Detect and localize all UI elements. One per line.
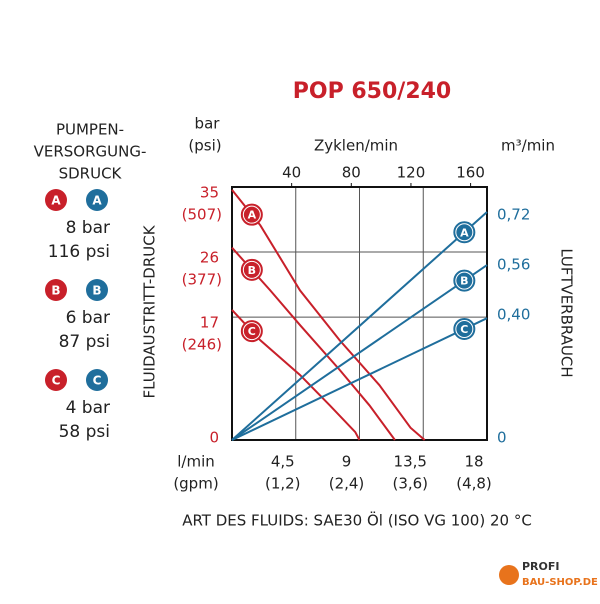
- series-line: [231, 211, 488, 441]
- series-name: A: [248, 209, 257, 222]
- series-badge: A: [453, 221, 476, 244]
- y2-title: LUFTVERBRAUCH: [558, 248, 576, 377]
- x-tick-gpm-label: (2,4): [329, 475, 365, 493]
- series-name: C: [248, 325, 256, 338]
- legend-name: B: [51, 284, 60, 298]
- footer: ART DES FLUIDS: SAE30 Öl (ISO VG 100) 20…: [182, 511, 532, 530]
- x-tick-label: 4,5: [271, 453, 295, 471]
- legend-name: A: [92, 194, 102, 208]
- legend-bar: 8 bar: [66, 218, 110, 238]
- series-name: A: [460, 226, 469, 239]
- x2-tick-label: 80: [342, 164, 361, 182]
- legend-psi: 87 psi: [59, 332, 110, 352]
- x-tick-label: 18: [464, 453, 483, 471]
- series-name: C: [460, 323, 468, 336]
- x-tick-gpm-label: (1,2): [265, 475, 301, 493]
- legend-bar: 6 bar: [66, 308, 110, 328]
- legend-psi: 116 psi: [48, 242, 110, 262]
- watermark: PROFI BAU-SHOP.DE: [499, 560, 598, 588]
- y2-tick-label: 0: [497, 429, 507, 447]
- y-tick-psi-label: (377): [182, 271, 222, 289]
- legend-badge: [86, 279, 108, 301]
- x-tick-label: 9: [342, 453, 352, 471]
- y2-tick-label: 0,56: [497, 256, 530, 274]
- y-unit-psi: (psi): [188, 137, 221, 155]
- legend-badge: [86, 369, 108, 391]
- series-line: [231, 264, 488, 441]
- x2-tick-label: 120: [397, 164, 426, 182]
- legend-name: C: [52, 374, 61, 388]
- series-badge: C: [240, 320, 263, 343]
- legend-name: C: [93, 374, 102, 388]
- x2-label: Zyklen/min: [314, 137, 398, 155]
- chart-title: POP 650/240: [293, 79, 452, 104]
- x-unit-gpm: (gpm): [173, 475, 218, 493]
- series-name: B: [248, 264, 256, 277]
- y-unit: bar: [195, 115, 221, 133]
- badge-fill: [456, 321, 473, 338]
- legend-title: SDRUCK: [59, 165, 123, 183]
- watermark-icon: [499, 565, 519, 585]
- x-unit: l/min: [177, 453, 215, 471]
- x2-tick-label: 160: [456, 164, 485, 182]
- series-line: [231, 247, 396, 441]
- badge-fill: [456, 224, 473, 241]
- legend-title: VERSORGUNG-: [34, 143, 147, 161]
- watermark-line2: BAU-SHOP.DE: [522, 577, 598, 588]
- badge-fill: [243, 261, 260, 278]
- series-name: B: [460, 275, 468, 288]
- y-tick-label: 26: [200, 249, 219, 267]
- y-tick-psi-label: (246): [182, 336, 222, 354]
- badge-fill: [243, 206, 260, 223]
- badge-fill: [243, 323, 260, 340]
- y-title: FLUIDAUSTRITT-DRUCK: [141, 224, 159, 398]
- legend-badge: [45, 369, 67, 391]
- series-badge: C: [453, 318, 476, 341]
- legend-title: PUMPEN-: [56, 121, 124, 139]
- legend-badge: [45, 279, 67, 301]
- legend-name: B: [92, 284, 101, 298]
- badge-fill: [456, 272, 473, 289]
- legend-badge: [45, 189, 67, 211]
- y-tick-label: 35: [200, 184, 219, 202]
- legend-psi: 58 psi: [59, 422, 110, 442]
- series-badge: A: [240, 203, 263, 226]
- y2-tick-label: 0,72: [497, 206, 530, 224]
- series-badge: B: [240, 258, 263, 281]
- x-tick-label: 13,5: [394, 453, 427, 471]
- y-tick-psi-label: (507): [182, 206, 222, 224]
- legend-bar: 4 bar: [66, 398, 110, 418]
- legend-name: A: [51, 194, 61, 208]
- x-tick-gpm-label: (3,6): [392, 475, 428, 493]
- series-badge: B: [453, 269, 476, 292]
- watermark-line1: PROFI: [522, 560, 560, 573]
- series-line: [231, 189, 426, 441]
- x-tick-gpm-label: (4,8): [456, 475, 492, 493]
- legend-badge: [86, 189, 108, 211]
- y2-tick-label: 0,40: [497, 306, 530, 324]
- y-tick-label: 17: [200, 314, 219, 332]
- x2-tick-label: 40: [282, 164, 301, 182]
- y2-unit: m³/min: [501, 137, 555, 155]
- y-tick-label: 0: [209, 429, 219, 447]
- series-line: [231, 317, 488, 441]
